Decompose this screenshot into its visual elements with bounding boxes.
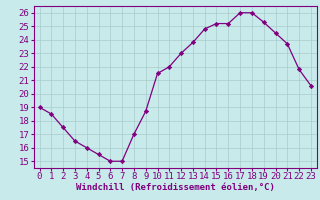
X-axis label: Windchill (Refroidissement éolien,°C): Windchill (Refroidissement éolien,°C) [76, 183, 275, 192]
